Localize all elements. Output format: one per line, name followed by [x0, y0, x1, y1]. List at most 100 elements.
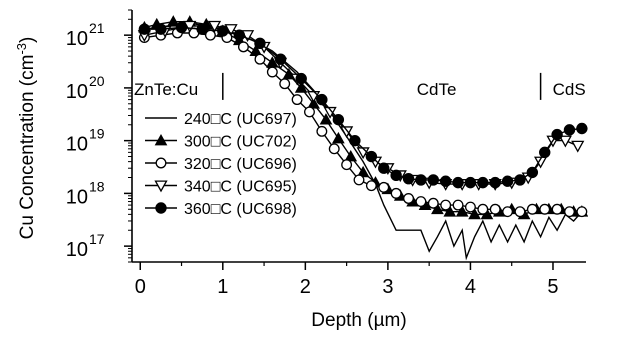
data-point	[477, 176, 489, 189]
data-point	[502, 206, 514, 218]
data-point	[365, 150, 378, 163]
data-point	[415, 174, 427, 186]
data-point	[576, 206, 588, 218]
legend-label: 240□C (UC697)	[184, 111, 297, 128]
series-0	[144, 22, 583, 261]
data-point	[175, 21, 188, 34]
legend-label: 320□C (UC696)	[184, 156, 297, 173]
y-tick-exponent: 17	[89, 231, 105, 247]
data-point	[237, 41, 249, 53]
legend-label: 340□C (UC695)	[184, 179, 297, 196]
data-point	[514, 174, 526, 186]
data-point	[526, 203, 538, 215]
y-tick-exponent: 19	[89, 126, 105, 142]
data-point	[316, 125, 328, 137]
legend-entry: 360□C (UC698)	[145, 201, 297, 218]
data-point	[558, 135, 572, 148]
data-point	[349, 134, 361, 147]
x-tick-label: 4	[465, 276, 476, 298]
data-point	[464, 176, 477, 189]
x-tick-label: 0	[135, 276, 146, 298]
data-point	[390, 187, 402, 199]
data-point	[415, 196, 427, 208]
legend-entry: 340□C (UC695)	[145, 179, 297, 196]
data-point	[295, 72, 307, 85]
data-point	[390, 169, 402, 182]
y-tick-label: 10	[66, 239, 88, 261]
data-point	[440, 199, 452, 211]
data-point	[551, 203, 563, 215]
data-point	[196, 23, 208, 35]
data-point	[452, 199, 464, 211]
data-point	[431, 202, 444, 215]
data-point	[439, 175, 452, 187]
data-point	[155, 23, 167, 35]
data-point	[576, 122, 588, 135]
y-tick-label: 10	[66, 134, 88, 156]
data-point	[489, 176, 501, 189]
x-tick-label: 1	[217, 276, 228, 298]
series-line	[144, 22, 583, 261]
region-label-cdte: CdTe	[417, 80, 457, 99]
series-2	[138, 27, 588, 218]
legend-label: 360□C (UC698)	[184, 201, 297, 218]
data-point	[254, 37, 266, 50]
data-point	[563, 124, 576, 136]
legend: 240□C (UC697) 300□C (UC702) 320□C (UC696) 3…	[145, 111, 297, 218]
data-point	[378, 162, 390, 174]
data-point	[514, 206, 526, 218]
data-point	[402, 172, 415, 185]
legend-entry: 240□C (UC697)	[145, 111, 297, 128]
data-point	[254, 53, 266, 65]
data-point	[501, 175, 514, 187]
y-tick-exponent: 18	[89, 178, 105, 194]
data-point	[304, 106, 315, 118]
y-tick-exponent: 20	[89, 73, 105, 89]
region-label-cds: CdS	[553, 80, 586, 99]
data-point	[539, 203, 551, 215]
data-point	[353, 174, 365, 186]
legend-marker	[155, 202, 167, 214]
data-point	[341, 159, 353, 171]
y-tick-exponent: 21	[89, 20, 105, 36]
data-point	[443, 205, 457, 217]
data-point	[138, 23, 151, 35]
x-tick-label: 5	[547, 276, 558, 298]
data-point	[291, 94, 303, 106]
data-point	[207, 20, 222, 33]
data-point	[217, 25, 229, 37]
data-point	[477, 203, 489, 215]
data-point	[455, 205, 469, 217]
data-point	[340, 126, 354, 139]
data-point	[365, 180, 377, 192]
data-point	[319, 113, 333, 125]
data-point	[274, 53, 287, 65]
region-label-zntecu: ZnTe:Cu	[134, 80, 198, 99]
data-point	[526, 166, 539, 179]
data-point	[571, 140, 585, 153]
data-point	[332, 113, 345, 126]
data-point	[468, 207, 481, 220]
x-tick-label: 3	[382, 276, 393, 298]
series-line	[144, 32, 582, 213]
legend-entry: 320□C (UC696)	[145, 156, 297, 173]
data-point	[539, 146, 551, 159]
legend-marker	[155, 157, 167, 169]
data-point	[166, 15, 180, 27]
data-point	[328, 143, 340, 155]
data-point	[427, 197, 439, 209]
data-point	[279, 78, 291, 90]
data-point	[344, 149, 358, 162]
x-tick-label: 2	[300, 276, 311, 298]
data-point	[233, 29, 246, 41]
data-point	[564, 206, 575, 218]
y-axis-title: Cu Concentration (cm-3)	[14, 37, 38, 240]
data-point	[266, 66, 278, 78]
data-point	[316, 93, 328, 106]
y-tick-label: 10	[66, 28, 88, 50]
legend-marker	[154, 180, 168, 193]
legend-marker	[154, 133, 168, 146]
series-4	[138, 21, 588, 189]
